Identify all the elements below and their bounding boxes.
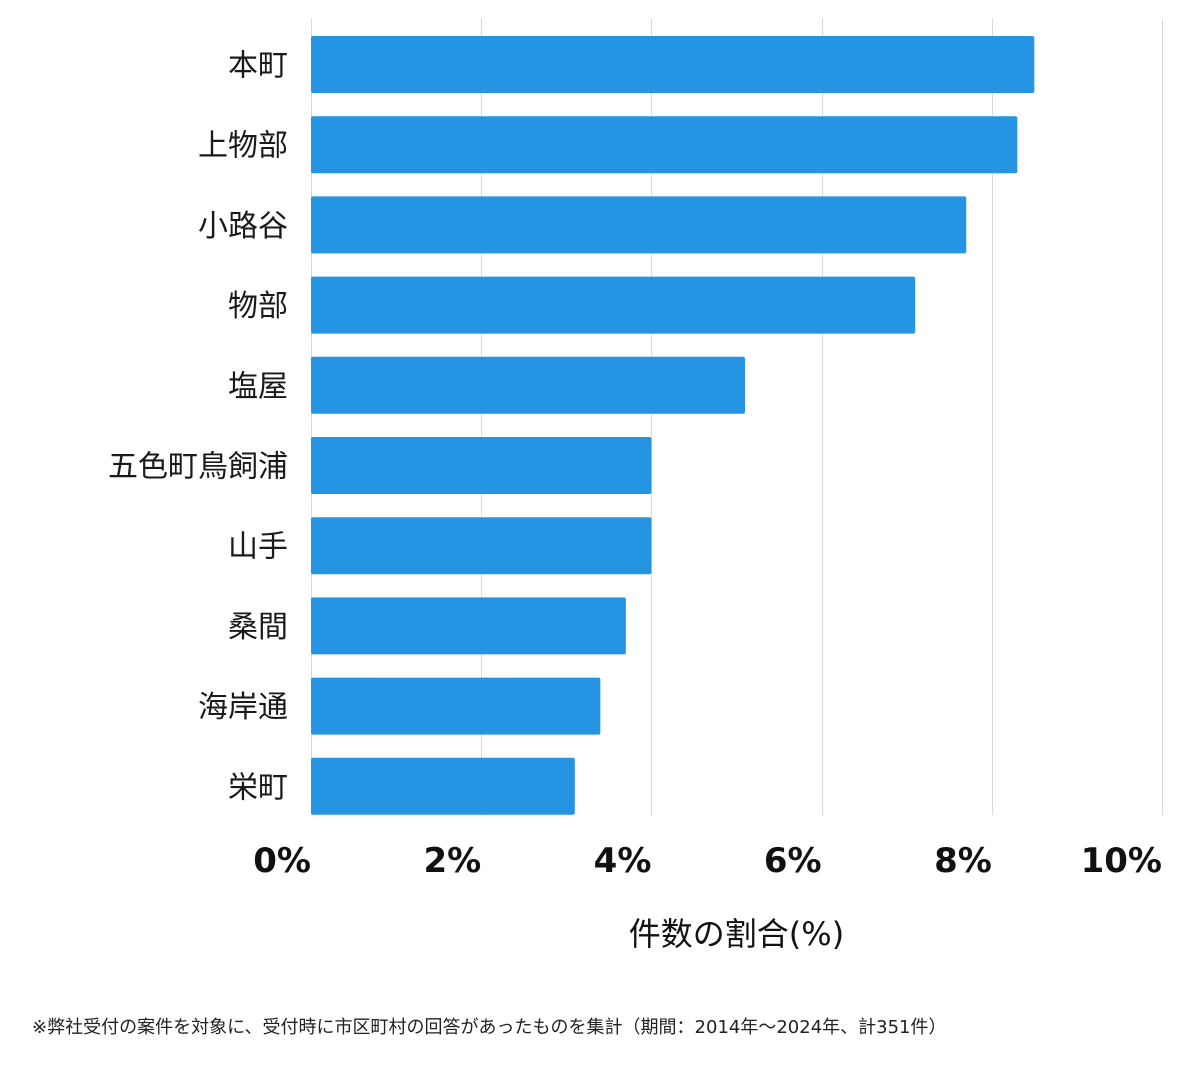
x-tick-label-2: 4%: [594, 841, 652, 881]
category-label-4: 塩屋: [228, 369, 288, 404]
category-label-0: 本町: [228, 49, 288, 84]
footnote: ※弊社受付の案件を対象に、受付時に市区町村の回答があったものを集計（期間：201…: [32, 1017, 947, 1038]
x-tick-label-1: 2%: [423, 841, 481, 881]
category-label-5: 五色町鳥飼浦: [108, 450, 288, 485]
bar-5: [311, 437, 652, 494]
x-tick-label-3: 6%: [764, 841, 822, 881]
bar-6: [311, 517, 652, 575]
category-label-2: 小路谷: [198, 209, 288, 244]
bar-3: [311, 276, 916, 334]
bar-9: [311, 757, 575, 815]
category-label-1: 上物部: [198, 129, 288, 164]
x-axis-title: 件数の割合(%): [629, 915, 844, 953]
x-tick-label-5: 10%: [1081, 841, 1162, 881]
bar-0: [311, 36, 1035, 93]
x-tick-label-4: 8%: [934, 841, 992, 881]
x-tick-label-0: 0%: [253, 841, 311, 881]
category-label-6: 山手: [228, 530, 288, 565]
category-label-9: 栄町: [228, 770, 288, 805]
bar-8: [311, 677, 601, 735]
bar-2: [311, 196, 967, 254]
category-label-7: 桑間: [228, 610, 288, 645]
bar-7: [311, 597, 626, 655]
bar-1: [311, 116, 1018, 174]
category-label-3: 物部: [228, 289, 288, 324]
bar-4: [311, 356, 746, 414]
category-label-8: 海岸通: [198, 690, 288, 725]
